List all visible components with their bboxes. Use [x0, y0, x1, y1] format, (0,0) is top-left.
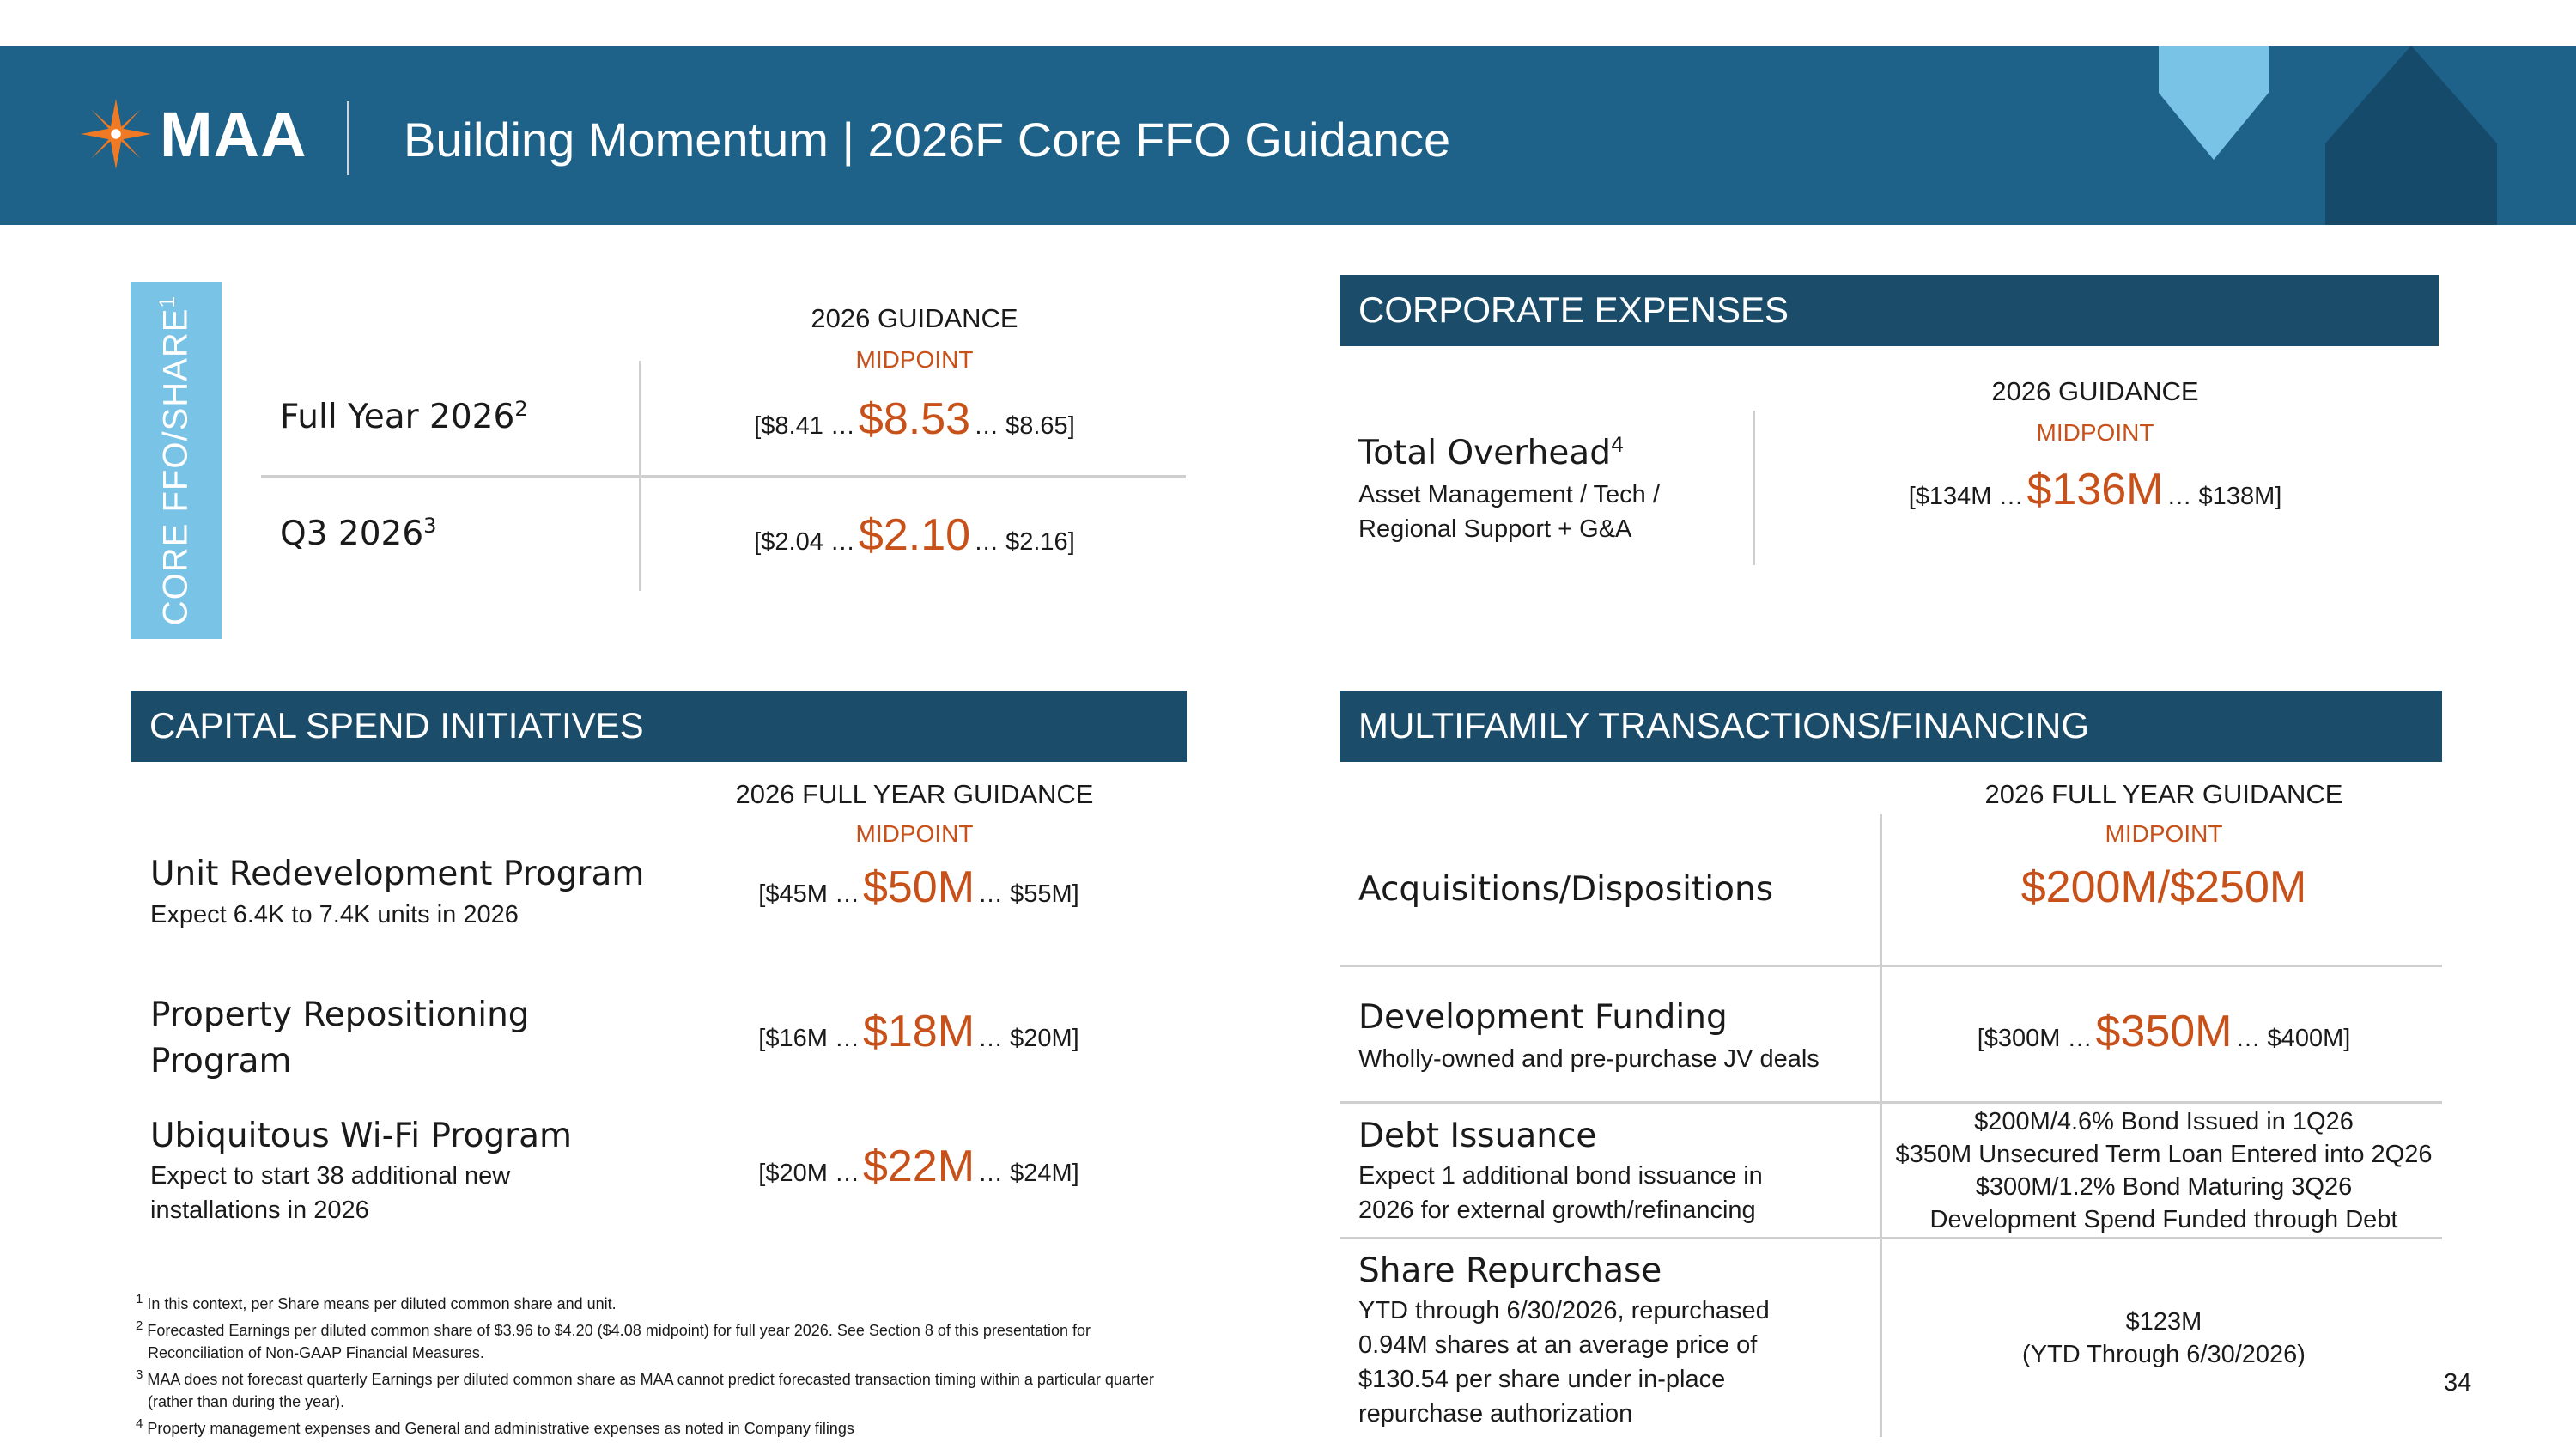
decorative-house-icon [2325, 46, 2497, 225]
wifi-program-label: Ubiquitous Wi-Fi Program [150, 1117, 573, 1155]
maa-logo-text: MAA [160, 99, 307, 170]
corporate-guidance-header: 2026 GUIDANCE [1991, 376, 2199, 406]
ffo-midpoint-label: MIDPOINT [855, 346, 974, 373]
share-repurchase-label: Share Repurchase [1358, 1251, 1662, 1290]
property-repositioning-range: [$16M …$18M… $20M] [758, 1007, 1079, 1056]
page-number: 34 [2444, 1369, 2472, 1397]
share-repurchase-description: YTD through 6/30/2026, repurchased 0.94M… [1358, 1297, 1770, 1428]
debt-detail-line: $200M/4.6% Bond Issued in 1Q26 [1974, 1108, 2354, 1135]
footnote: 2 Forecasted Earnings per diluted common… [136, 1318, 1091, 1361]
capital-guidance-header: 2026 FULL YEAR GUIDANCE [735, 779, 1094, 809]
development-funding-midpoint: $350M [2095, 1007, 2233, 1056]
development-funding-range: [$300M …$350M… $400M] [1977, 1007, 2351, 1056]
maa-star-logo-icon [81, 99, 151, 169]
capital-spend-header: CAPITAL SPEND INITIATIVES [131, 691, 1187, 762]
ffo-row-divider [261, 475, 1186, 478]
multifamily-column-divider [1880, 814, 1882, 1437]
debt-detail-line: Development Spend Funded through Debt [1929, 1206, 2398, 1233]
debt-issuance-label: Debt Issuance [1358, 1117, 1597, 1155]
unit-redevelopment-label: Unit Redevelopment Program [150, 855, 645, 893]
multifamily-row-divider [1340, 965, 2442, 967]
total-overhead-range: [$134M …$136M… $138M] [1908, 465, 2282, 514]
debt-issuance-details: $200M/4.6% Bond Issued in 1Q26 $350M Uns… [1880, 1105, 2447, 1236]
wifi-program-midpoint: $22M [862, 1142, 975, 1191]
debt-detail-line: $350M Unsecured Term Loan Entered into 2… [1895, 1141, 2433, 1168]
property-repositioning-label: Property Repositioning Program [150, 995, 530, 1081]
debt-detail-line: $300M/1.2% Bond Maturing 3Q26 [1975, 1173, 2353, 1201]
wifi-program-range: [$20M …$22M… $24M] [758, 1142, 1079, 1191]
core-ffo-band: CORE FFO/SHARE1 [131, 282, 222, 639]
multifamily-row-divider [1340, 1237, 2442, 1239]
footnote: 3 MAA does not forecast quarterly Earnin… [136, 1367, 1154, 1410]
footnote: 4 Property management expenses and Gener… [136, 1416, 854, 1437]
unit-redevelopment-description: Expect 6.4K to 7.4K units in 2026 [150, 901, 519, 928]
header-divider [347, 101, 349, 175]
header-bar [0, 46, 2576, 225]
development-funding-description: Wholly-owned and pre-purchase JV deals [1358, 1045, 1820, 1073]
share-repurchase-value: $123M (YTD Through 6/30/2026) [2022, 1308, 2306, 1368]
page-title: Building Momentum | 2026F Core FFO Guida… [404, 113, 1451, 167]
property-repositioning-midpoint: $18M [862, 1007, 975, 1056]
corporate-column-divider [1753, 411, 1755, 565]
ffo-full-year-midpoint: $8.53 [858, 394, 971, 444]
acquisitions-label: Acquisitions/Dispositions [1358, 870, 1774, 909]
corporate-expenses-header: CORPORATE EXPENSES [1340, 275, 2439, 346]
development-funding-label: Development Funding [1358, 998, 1728, 1037]
corporate-midpoint-label: MIDPOINT [2036, 419, 2154, 446]
ffo-q3-midpoint: $2.10 [858, 510, 971, 560]
core-ffo-label: CORE FFO/SHARE1 [156, 295, 195, 626]
ffo-q3-range: [$2.04 …$2.10… $2.16] [754, 510, 1075, 560]
total-overhead-description: Asset Management / Tech / Regional Suppo… [1358, 481, 1660, 543]
multifamily-guidance-header: 2026 FULL YEAR GUIDANCE [1984, 779, 2343, 809]
ffo-row-label: Full Year 20262 [280, 397, 528, 436]
multifamily-midpoint-label: MIDPOINT [2105, 820, 2223, 847]
decorative-chevron-icon [2159, 46, 2269, 160]
capital-midpoint-label: MIDPOINT [855, 820, 974, 847]
multifamily-header: MULTIFAMILY TRANSACTIONS/FINANCING [1340, 691, 2442, 762]
total-overhead-label: Total Overhead4 [1358, 433, 1625, 472]
footnote: 1 In this context, per Share means per d… [136, 1292, 617, 1312]
unit-redevelopment-midpoint: $50M [862, 862, 975, 912]
unit-redevelopment-range: [$45M …$50M… $55M] [758, 862, 1079, 912]
debt-issuance-description: Expect 1 additional bond issuance in 202… [1358, 1162, 1763, 1224]
ffo-guidance-header: 2026 GUIDANCE [811, 303, 1018, 333]
multifamily-row-divider [1340, 1101, 2442, 1104]
acquisitions-value: $200M/$250M [2020, 862, 2307, 912]
wifi-program-description: Expect to start 38 additional new instal… [150, 1162, 511, 1224]
total-overhead-midpoint: $136M [2026, 465, 2164, 514]
ffo-row-label: Q3 20263 [280, 514, 437, 553]
footnotes: 1 In this context, per Share means per d… [136, 1288, 1166, 1440]
ffo-full-year-range: [$8.41 …$8.53… $8.65] [754, 394, 1075, 444]
